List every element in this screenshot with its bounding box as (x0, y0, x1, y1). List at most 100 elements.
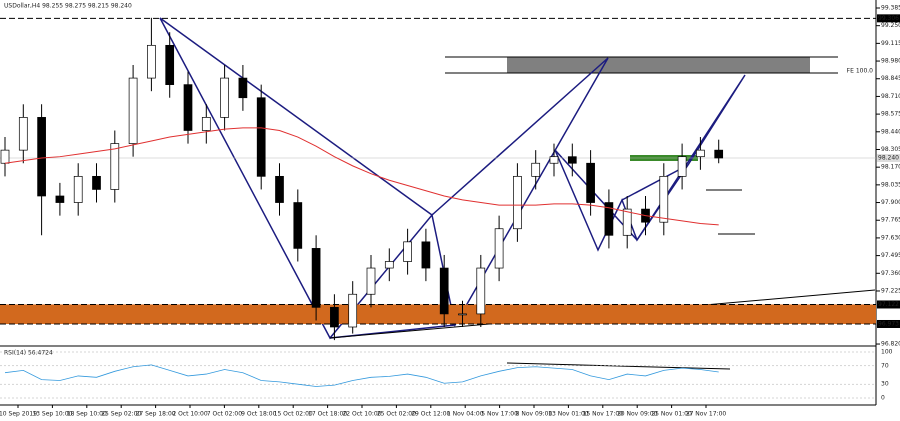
rsi-tick-label: 100 (881, 349, 893, 356)
rsi-trend-line (506, 362, 731, 370)
rsi-tick-label: 70 (881, 362, 889, 369)
candle-body (677, 156, 687, 177)
grey-zone (507, 57, 810, 73)
y-tick-label: 97.360 (881, 270, 900, 277)
candle-body (92, 175, 101, 190)
candle-body (73, 175, 83, 203)
y-tick-label: 98.845 (881, 75, 900, 82)
x-tick-label: 13 Nov 01:00 (548, 411, 589, 418)
pattern-line (159, 17, 433, 216)
candle-body (183, 84, 193, 131)
candle-body (439, 267, 449, 315)
y-tick-label: 97.765 (881, 217, 900, 224)
candle-body (330, 307, 339, 328)
y-tick-label: 97.495 (881, 252, 900, 259)
y-tick-label: 97.630 (881, 234, 900, 241)
candle-body (403, 241, 412, 262)
y-tick-label: 98.170 (881, 164, 900, 171)
candle-body (37, 117, 46, 197)
y-tick-label: 97.900 (881, 199, 900, 206)
x-tick-label: 8 Nov 09:00 (516, 411, 553, 418)
candle-body (348, 293, 358, 328)
candle-body (696, 149, 705, 158)
x-tick-label: 15 Nov 17:00 (583, 411, 624, 418)
level-label-box (877, 153, 900, 162)
candle-body (0, 149, 10, 164)
x-tick-label: 25 Oct 02:00 (377, 411, 416, 418)
harmonic-pattern (159, 17, 746, 340)
y-tick-label: 96.820 (881, 341, 900, 348)
y-tick-label: 98.440 (881, 128, 900, 135)
candle-body (714, 149, 724, 159)
candle-body (18, 117, 28, 151)
x-tick-label: 20 Nov 09:00 (617, 411, 658, 418)
y-tick-label: 98.980 (881, 58, 900, 65)
candle-body (128, 77, 138, 144)
y-tick-label: 99.115 (881, 40, 900, 47)
y-tick-label: 98.710 (881, 93, 900, 100)
x-tick-label: 25 Sep 02:00 (101, 411, 141, 418)
x-tick-label: 22 Oct 10:00 (342, 411, 381, 418)
candle-body (366, 267, 376, 295)
candle-body (110, 143, 120, 190)
candle-body (586, 162, 595, 203)
candle-body (384, 261, 394, 269)
pattern-line (636, 74, 746, 241)
x-tick-label: 9 Oct 18:00 (241, 411, 276, 418)
y-tick-label: 98.035 (881, 181, 900, 188)
rsi-title: RSI(14) 56.4724 (4, 350, 53, 357)
rsi-line (4, 364, 719, 387)
candle-body (256, 97, 266, 177)
x-tick-label: 17 Oct 18:00 (308, 411, 347, 418)
x-tick-label: 13 Sep 10:00 (32, 411, 72, 418)
x-tick-label: 5 Nov 17:00 (481, 411, 518, 418)
candle-body (659, 175, 669, 223)
level-label-box (877, 14, 900, 23)
level-label: 97.122 (878, 301, 899, 308)
candle-body (513, 175, 522, 230)
candle-body (421, 241, 431, 269)
candle-body (567, 156, 577, 164)
candle-body (549, 156, 559, 164)
support-zone (0, 304, 876, 324)
candle-body (604, 202, 614, 236)
x-tick-label: 29 Oct 12:00 (411, 411, 450, 418)
fe-label: FE 100.0 (847, 68, 874, 75)
candle-body (201, 117, 211, 131)
candle-body (458, 313, 467, 316)
candle-body (494, 228, 504, 269)
candle-body (622, 208, 632, 236)
moving-average (4, 127, 719, 226)
y-tick-label: 97.225 (881, 287, 900, 294)
candle-body (147, 44, 156, 79)
level-label: 99.306 (878, 15, 899, 22)
level-label: 98.240 (878, 154, 899, 161)
x-tick-label: 10 Sep 2019 (0, 411, 37, 418)
candle-body (238, 77, 248, 99)
candle-body (220, 77, 229, 118)
level-label-box (877, 319, 900, 328)
candle-body (165, 44, 175, 85)
x-tick-label: 18 Sep 10:00 (67, 411, 107, 418)
x-tick-label: 27 Nov 17:00 (686, 411, 727, 418)
y-tick-label: 98.575 (881, 111, 900, 118)
y-tick-label: 99.250 (881, 22, 900, 29)
y-tick-label: 99.385 (881, 4, 900, 11)
candle-body (293, 202, 303, 249)
level-label-box (877, 300, 900, 309)
x-tick-label: 25 Nov 01:00 (651, 411, 692, 418)
candle-body (55, 195, 65, 203)
x-tick-label: 7 Oct 02:00 (207, 411, 242, 418)
level-label: 96.973 (878, 320, 899, 327)
candle-body (531, 162, 541, 177)
x-tick-label: 15 Oct 02:00 (274, 411, 313, 418)
rsi-tick-label: 30 (881, 381, 889, 388)
y-tick-label: 98.305 (881, 146, 900, 153)
chart-title: USDollar,H4 98.255 98.275 98.215 98.240 (4, 3, 132, 10)
x-tick-label: 2 Oct 10:00 (172, 411, 207, 418)
candle-body (275, 175, 284, 203)
x-tick-label: 1 Nov 04:00 (447, 411, 484, 418)
candle-body (476, 267, 486, 315)
candle-body (311, 248, 321, 308)
